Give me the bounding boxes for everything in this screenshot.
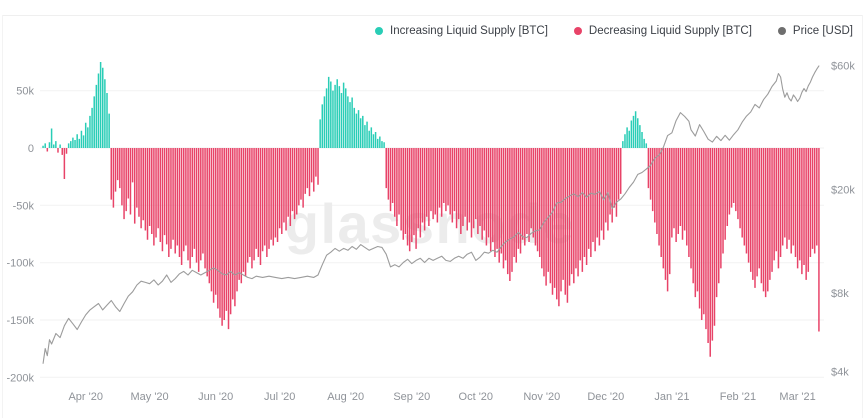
- x-axis-tick-label: May '20: [131, 391, 169, 403]
- x-axis-tick-label: Oct '20: [459, 391, 494, 403]
- decreasing-liquid-supply-legend-dot-icon: [573, 27, 582, 35]
- x-axis-tick-label: Jun '20: [198, 391, 233, 403]
- decreasing-liquid-supply-bars: [46, 148, 820, 357]
- y-axis-left-tick-label: -100k: [6, 258, 34, 270]
- y-axis-right-tick-label: $4k: [831, 367, 849, 379]
- x-axis-tick-label: Nov '20: [523, 391, 560, 403]
- y-axis-right-tick-label: $20k: [831, 185, 855, 197]
- x-axis-tick-label: Jan '21: [654, 391, 689, 403]
- card-right-border: [862, 15, 863, 418]
- x-axis-tick-label: Dec '20: [587, 391, 624, 403]
- x-axis-tick-label: Apr '20: [68, 391, 103, 403]
- legend-label-decreasing-liquid-supply: Decreasing Liquid Supply [BTC]: [588, 25, 752, 37]
- x-axis-tick-label: Feb '21: [720, 391, 756, 403]
- price-line: [42, 65, 820, 364]
- legend-item-price[interactable]: Price [USD]: [777, 25, 853, 37]
- y-axis-right-tick-label: $8k: [831, 288, 849, 300]
- card-top-border: [2, 15, 863, 16]
- legend-item-decreasing-liquid-supply[interactable]: Decreasing Liquid Supply [BTC]: [573, 25, 752, 37]
- x-axis-tick-label: Jul '20: [264, 391, 295, 403]
- legend-label-increasing-liquid-supply: Increasing Liquid Supply [BTC]: [390, 25, 548, 37]
- card-left-border: [2, 15, 3, 418]
- y-axis-left-tick-label: -50k: [13, 200, 35, 212]
- price-legend-dot-icon: [777, 27, 786, 35]
- y-axis-left-tick-label: 0: [28, 143, 34, 155]
- legend-item-increasing-liquid-supply[interactable]: Increasing Liquid Supply [BTC]: [375, 25, 548, 37]
- x-axis-tick-label: Mar '21: [779, 391, 815, 403]
- legend-label-price: Price [USD]: [792, 25, 853, 37]
- y-axis-left-tick-label: -150k: [6, 315, 34, 327]
- y-axis-left-tick-label: -200k: [6, 372, 34, 384]
- x-axis-tick-label: Aug '20: [327, 391, 364, 403]
- increasing-liquid-supply-legend-dot-icon: [375, 27, 384, 35]
- y-axis-right-tick-label: $60k: [831, 61, 855, 73]
- y-axis-left-tick-label: 50k: [16, 86, 34, 98]
- legend: Increasing Liquid Supply [BTC] Decreasing…: [375, 25, 853, 37]
- x-axis-tick-label: Sep '20: [393, 391, 430, 403]
- increasing-liquid-supply-bars: [42, 62, 648, 148]
